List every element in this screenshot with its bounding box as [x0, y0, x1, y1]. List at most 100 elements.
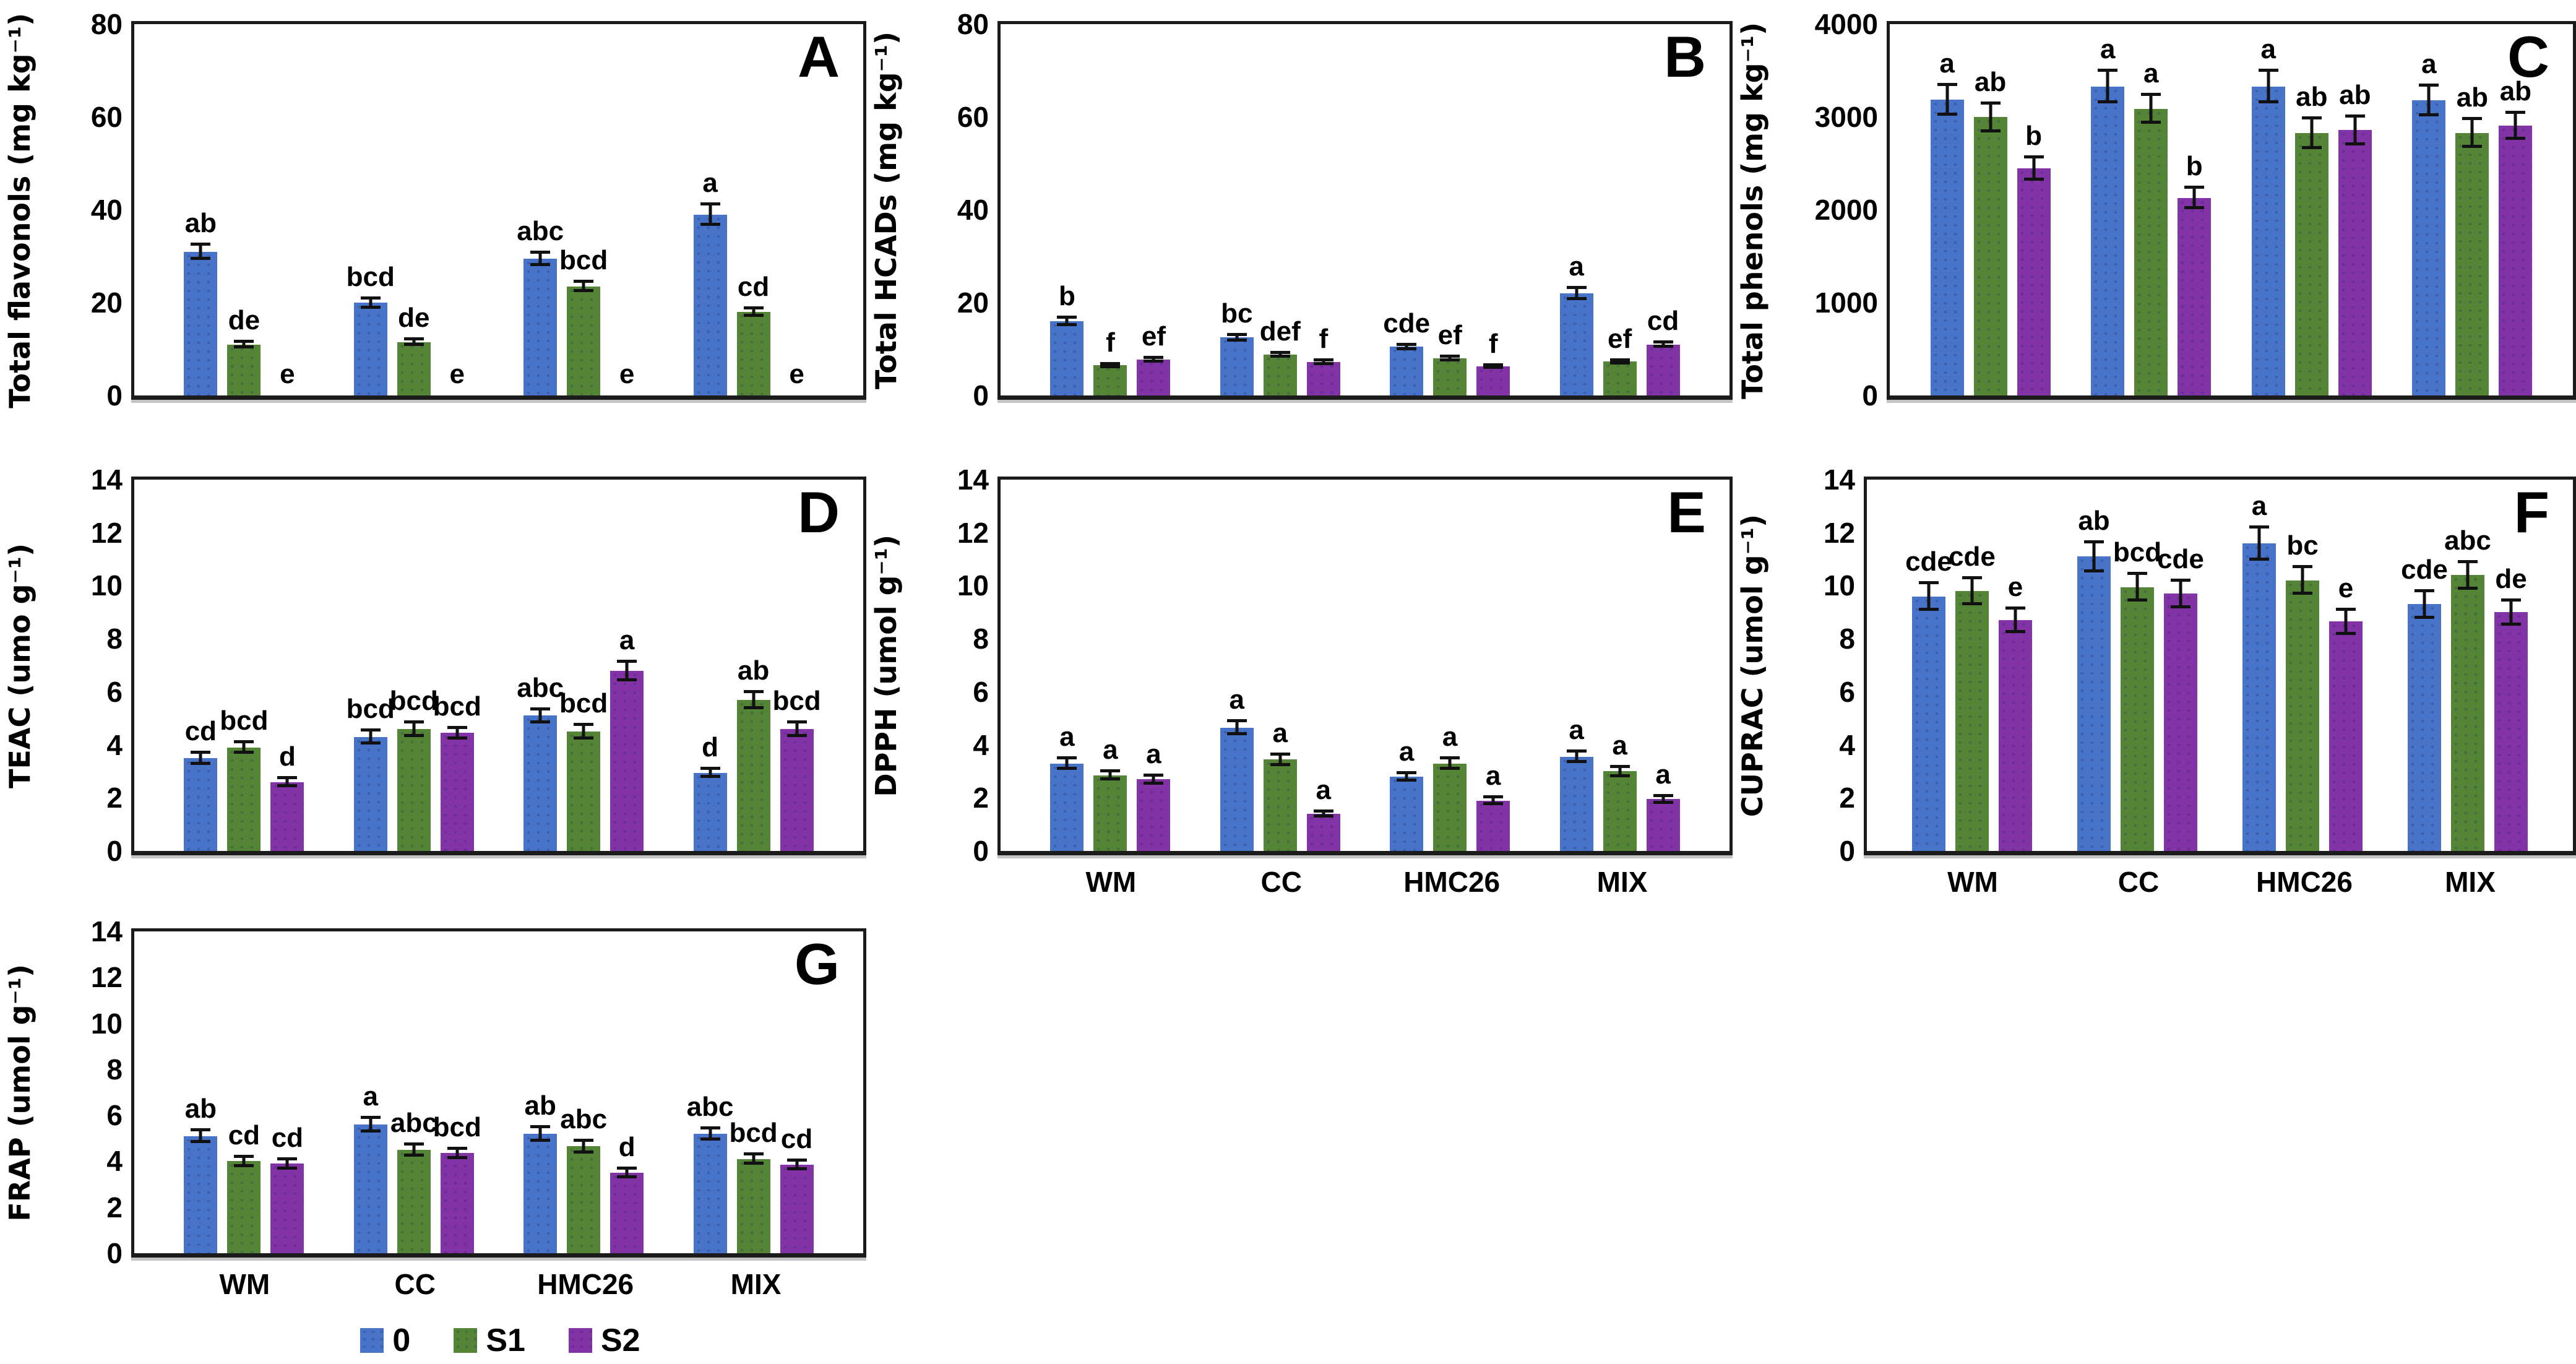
- y-axis-title: DPPH (umol g⁻¹): [869, 535, 903, 797]
- error-bar-cap-bottom: [447, 736, 467, 740]
- bar-group-hmc26: abc bcd e: [517, 24, 644, 395]
- significance-letter: abc: [517, 216, 564, 246]
- y-axis-title: TEAC (umo g⁻¹): [3, 543, 37, 788]
- error-bar-cap-bottom: [2458, 586, 2478, 590]
- error-bar-cap-bottom: [1483, 801, 1504, 805]
- y-tick-label: 0: [106, 379, 123, 412]
- error-bar: [199, 753, 202, 764]
- error-bar-cap-bottom: [191, 761, 211, 765]
- bar-s1-wm: [1955, 591, 1989, 851]
- y-tick-label: 12: [90, 961, 123, 994]
- error-bar-cap-bottom: [2258, 100, 2278, 103]
- significance-letter: a: [1146, 738, 1161, 769]
- legend-item-s2: S2: [568, 1322, 640, 1359]
- significance-letter: de: [2495, 564, 2527, 594]
- bar-0-wm: [184, 251, 218, 395]
- error-bar-cap-top: [1483, 795, 1504, 799]
- bar-slot: ab: [1973, 24, 2007, 395]
- bar-0-mix: [693, 214, 727, 395]
- error-bar-cap-bottom: [1440, 767, 1460, 770]
- x-category-label-mix: MIX: [2445, 866, 2496, 898]
- bar-group-cc: bcd bcd bcd: [347, 480, 481, 851]
- y-axis-tick-labels: 0 2 4 6 8 10 12 14: [40, 917, 131, 1268]
- bar-s2-cc: [440, 1153, 474, 1253]
- bar-s2-wm: [270, 782, 304, 851]
- bar-0-mix: [1559, 756, 1593, 851]
- significance-letter: ab: [2339, 79, 2371, 110]
- error-bar: [199, 1130, 202, 1142]
- bar-s1-cc: [2121, 587, 2154, 851]
- bar-s1-wm: [1093, 365, 1127, 395]
- bar-slot: a: [1603, 480, 1637, 851]
- bar-0-wm: [1050, 763, 1084, 851]
- significance-letter: abc: [686, 1091, 734, 1122]
- bar-slot: a: [693, 24, 727, 395]
- x-axis-labels: WM CC HMC26 MIX: [1001, 865, 1733, 899]
- error-bar-cap-top: [1440, 355, 1460, 358]
- error-bar-cap-bottom: [786, 733, 807, 737]
- error-bar-cap-top: [277, 1157, 298, 1160]
- error-bar-cap-bottom: [403, 1154, 424, 1157]
- bar-0-mix: [1559, 293, 1593, 395]
- bar-slot: ab: [2338, 24, 2372, 395]
- bar-s1-cc: [397, 728, 431, 851]
- error-bar-cap-top: [1270, 351, 1290, 354]
- bar-0-cc: [2091, 86, 2125, 395]
- significance-letter: de: [398, 303, 430, 334]
- error-bar: [582, 725, 585, 738]
- significance-letter: e: [2338, 573, 2354, 603]
- error-bar-cap-top: [2501, 598, 2521, 602]
- significance-letter: a: [363, 1081, 379, 1111]
- error-bar-cap-bottom: [1144, 359, 1164, 363]
- error-bar-cap-bottom: [700, 223, 720, 226]
- significance-letter: d: [702, 732, 719, 763]
- legend-label: S1: [486, 1323, 525, 1358]
- error-bar-cap-top: [2301, 116, 2322, 119]
- significance-letter: ab: [524, 1090, 556, 1121]
- significance-letter: a: [1316, 774, 1332, 805]
- error-bar: [1108, 771, 1112, 780]
- error-bar: [709, 769, 712, 777]
- bar-0-mix: [2412, 100, 2446, 395]
- bar-s2-mix: [780, 728, 814, 851]
- significance-letter: e: [619, 359, 635, 389]
- legend-label: S2: [600, 1323, 640, 1358]
- error-bar-cap-top: [191, 751, 211, 754]
- error-bar-cap-bottom: [1226, 338, 1247, 342]
- y-tick-label: 0: [973, 835, 989, 867]
- significance-letter: bcd: [559, 245, 608, 276]
- y-tick-label: 8: [1839, 623, 1855, 655]
- bar-s2-wm: [1999, 620, 2032, 851]
- bar-slot: ef: [1603, 24, 1637, 395]
- y-tick-label: 2: [106, 1191, 123, 1224]
- x-category-label-wm: WM: [219, 1268, 270, 1300]
- bar-slot: bcd: [772, 480, 821, 851]
- significance-letter: e: [2007, 571, 2023, 602]
- bar-0-hmc26: [1390, 347, 1424, 395]
- error-bar-cap-bottom: [1980, 129, 2001, 132]
- error-bar: [2135, 574, 2139, 600]
- error-bar-cap-bottom: [1100, 365, 1121, 368]
- bar-slot: abc: [517, 480, 564, 851]
- error-bar: [752, 308, 756, 316]
- bar-0-hmc26: [523, 1133, 558, 1253]
- error-bar: [2470, 119, 2474, 147]
- error-bar-cap-top: [1483, 363, 1504, 366]
- significance-letter: a: [2421, 49, 2437, 79]
- bar-group-wm: ab cd cd: [184, 931, 304, 1253]
- bar-0-cc: [353, 736, 387, 851]
- error-bar: [1575, 751, 1579, 762]
- significance-letter: a: [1485, 761, 1501, 792]
- bar-slot: a: [1930, 24, 1964, 395]
- x-axis-labels: WM CC HMC26 MIX: [1867, 865, 2576, 899]
- error-bar-cap-top: [1057, 316, 1077, 319]
- y-axis-tick-labels: 0 20 40 60 80: [40, 9, 131, 410]
- y-tick-label: 4: [1839, 728, 1855, 761]
- error-bar-cap-top: [447, 725, 467, 729]
